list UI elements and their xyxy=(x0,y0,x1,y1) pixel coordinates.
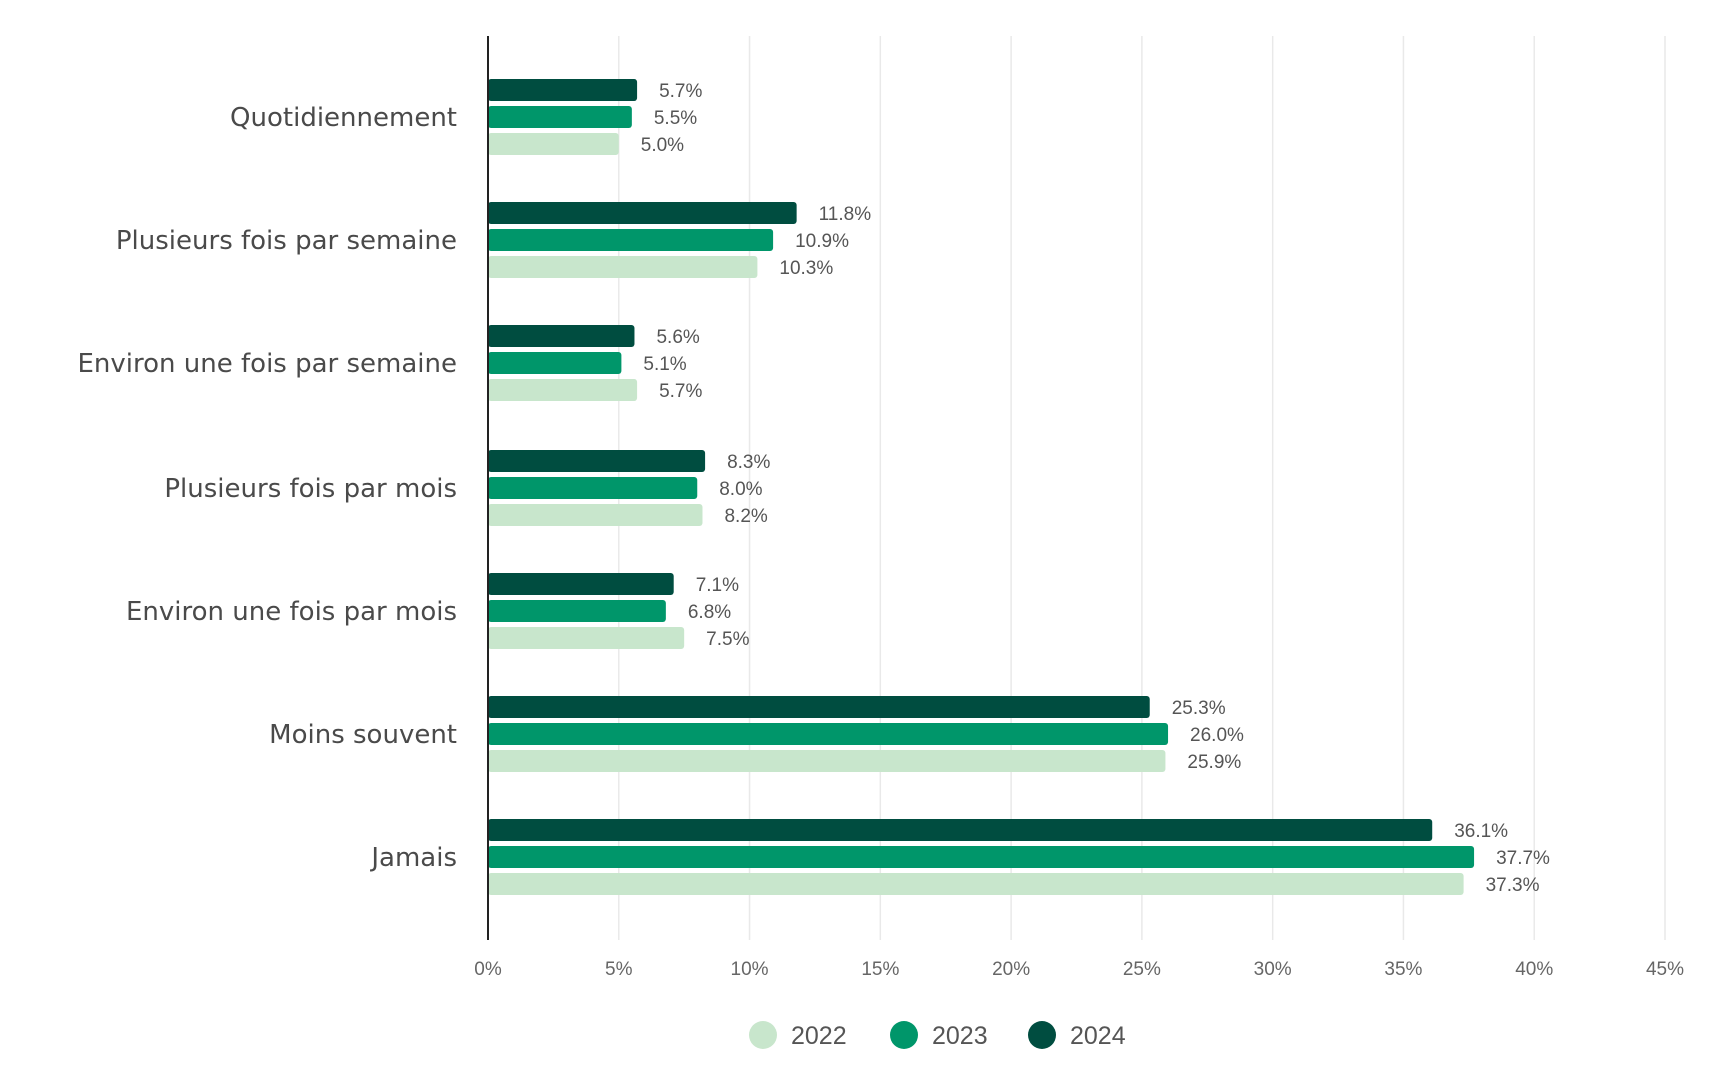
x-axis-ticks: 0% 5% 10% 15% 20% 25% 30% 35% 40% 45% xyxy=(474,959,1684,980)
category-label: Environ une fois par mois xyxy=(126,597,457,627)
value-label: 8.2% xyxy=(724,506,767,527)
legend-swatch xyxy=(1028,1021,1056,1049)
x-tick-label: 20% xyxy=(992,959,1030,980)
value-label: 11.8% xyxy=(819,204,872,225)
bar xyxy=(488,723,1169,745)
category-label: Plusieurs fois par semaine xyxy=(116,226,457,256)
value-label: 5.7% xyxy=(659,81,702,102)
legend-swatch xyxy=(749,1021,777,1049)
category-label: Plusieurs fois par mois xyxy=(164,474,457,504)
bar xyxy=(488,379,638,401)
value-label: 25.3% xyxy=(1172,698,1226,719)
bar xyxy=(488,477,698,499)
bar xyxy=(488,696,1150,718)
legend-label: 2023 xyxy=(932,1022,988,1050)
value-label: 10.9% xyxy=(795,231,849,252)
x-tick-label: 15% xyxy=(861,959,899,980)
category-label: Environ une fois par semaine xyxy=(78,349,458,379)
value-label: 36.1% xyxy=(1454,821,1508,842)
x-tick-label: 40% xyxy=(1515,959,1553,980)
value-label: 5.6% xyxy=(656,327,699,348)
legend-swatch xyxy=(890,1021,918,1049)
bar xyxy=(488,846,1475,868)
value-label: 6.8% xyxy=(688,602,731,623)
category-label: Moins souvent xyxy=(269,720,457,750)
value-label: 5.1% xyxy=(643,354,686,375)
bar xyxy=(488,256,758,278)
bar xyxy=(488,600,666,622)
value-label: 37.3% xyxy=(1486,875,1540,896)
x-tick-label: 10% xyxy=(731,959,769,980)
legend-label: 2024 xyxy=(1070,1022,1126,1050)
value-labels: 5.7% 5.5% 5.0% 11.8% 10.9% 10.3% 5.6% 5.1% 5.7% 8… xyxy=(641,81,1550,896)
value-label: 7.1% xyxy=(696,575,739,596)
x-tick-label: 45% xyxy=(1646,959,1684,980)
value-label: 5.5% xyxy=(654,108,697,129)
value-label: 8.0% xyxy=(719,479,762,500)
bars xyxy=(488,79,1475,895)
value-label: 25.9% xyxy=(1187,752,1241,773)
category-label: Quotidiennement xyxy=(230,103,457,133)
category-label: Jamais xyxy=(369,843,457,873)
value-label: 26.0% xyxy=(1190,725,1244,746)
value-label: 5.0% xyxy=(641,135,684,156)
bar xyxy=(488,573,674,595)
x-tick-label: 35% xyxy=(1384,959,1422,980)
value-label: 7.5% xyxy=(706,629,749,650)
bar xyxy=(488,79,638,101)
bar xyxy=(488,450,706,472)
bar xyxy=(488,627,685,649)
value-label: 8.3% xyxy=(727,452,770,473)
bar xyxy=(488,750,1166,772)
bar xyxy=(488,819,1433,841)
x-tick-label: 0% xyxy=(474,959,502,980)
bar xyxy=(488,106,632,128)
bar xyxy=(488,202,797,224)
bar xyxy=(488,873,1464,895)
bar xyxy=(488,325,635,347)
x-tick-label: 25% xyxy=(1123,959,1161,980)
category-labels: Quotidiennement Plusieurs fois par semain… xyxy=(78,103,458,873)
value-label: 37.7% xyxy=(1496,848,1550,869)
gridlines xyxy=(618,36,1666,940)
bar xyxy=(488,133,619,155)
legend: 2022 2023 2024 xyxy=(749,1021,1126,1050)
value-label: 10.3% xyxy=(779,258,833,279)
value-label: 5.7% xyxy=(659,381,702,402)
x-tick-label: 30% xyxy=(1254,959,1292,980)
x-tick-label: 5% xyxy=(605,959,633,980)
legend-label: 2022 xyxy=(791,1022,847,1050)
bar xyxy=(488,504,703,526)
bar xyxy=(488,352,622,374)
bar xyxy=(488,229,774,251)
